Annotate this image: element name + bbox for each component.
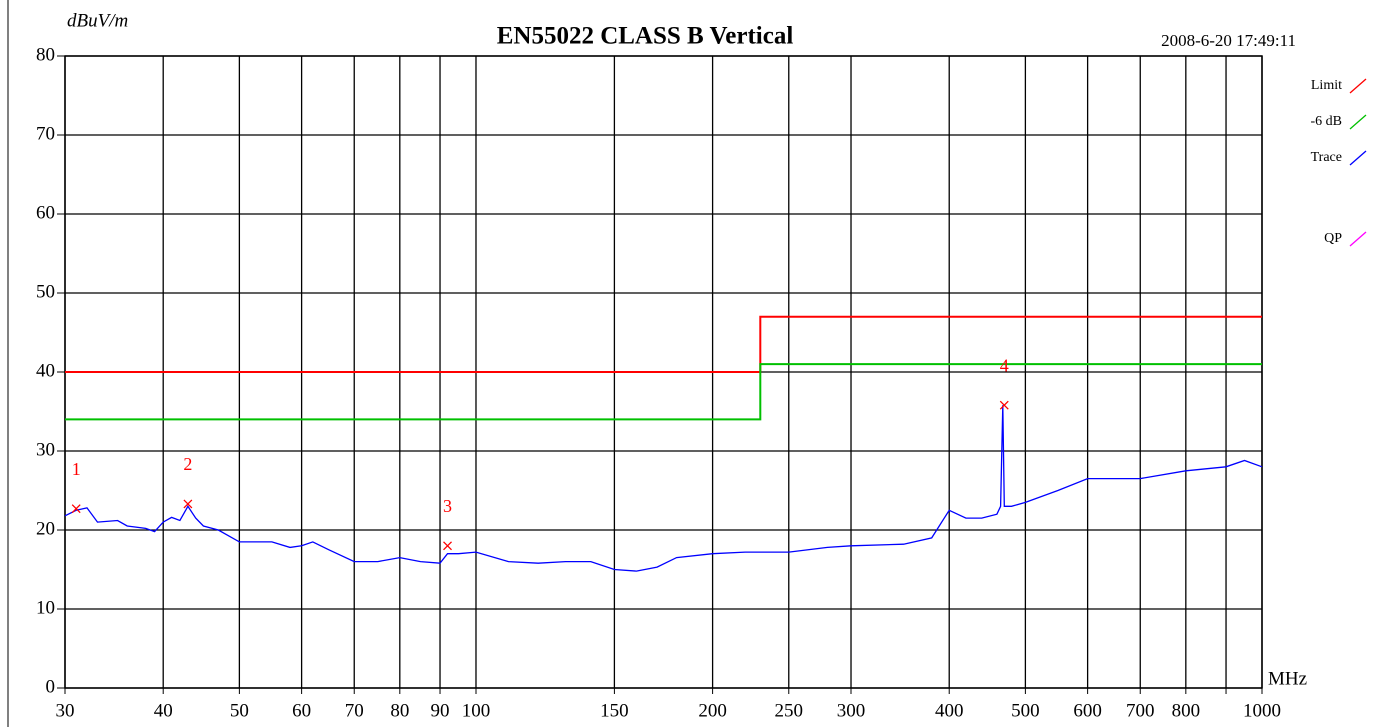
y-tick-label: 20 — [36, 518, 55, 539]
y-tick-label: 70 — [36, 123, 55, 144]
x-tick-label: 50 — [230, 700, 249, 721]
x-tick-label: 1000 — [1243, 700, 1281, 721]
x-axis-label: MHz — [1268, 668, 1307, 689]
x-tick-label: 500 — [1011, 700, 1040, 721]
x-tick-label: 200 — [698, 700, 727, 721]
x-tick-label: 800 — [1172, 700, 1201, 721]
x-tick-label: 90 — [431, 700, 450, 721]
x-tick-label: 70 — [345, 700, 364, 721]
marker-label: 2 — [183, 454, 192, 474]
y-tick-label: 60 — [36, 202, 55, 223]
series-line — [65, 363, 1262, 421]
timestamp: 2008-6-20 17:49:11 — [1161, 31, 1296, 50]
y-tick-label: 30 — [36, 439, 55, 460]
x-tick-label: 150 — [600, 700, 629, 721]
legend-label: QP — [1324, 231, 1342, 246]
x-tick-label: 30 — [56, 700, 75, 721]
marker — [443, 541, 452, 551]
marker-label: 3 — [443, 496, 452, 516]
legend-swatch — [1349, 231, 1367, 247]
marker-label: 4 — [1000, 355, 1009, 375]
legend-swatch — [1349, 150, 1367, 166]
x-tick-label: 400 — [935, 700, 964, 721]
chart-title: EN55022 CLASS B Vertical — [497, 23, 794, 50]
y-tick-label: 0 — [46, 676, 56, 697]
y-tick-label: 50 — [36, 281, 55, 302]
legend-label: Trace — [1311, 150, 1342, 165]
y-axis-label: dBuV/m — [67, 10, 128, 31]
marker — [999, 400, 1009, 410]
x-tick-label: 80 — [390, 700, 409, 721]
x-tick-label: 600 — [1073, 700, 1102, 721]
x-tick-label: 100 — [462, 700, 491, 721]
marker — [71, 504, 81, 514]
marker-label: 1 — [72, 459, 81, 479]
x-tick-label: 700 — [1126, 700, 1155, 721]
series-line — [64, 405, 1263, 572]
marker — [183, 499, 193, 509]
legend-swatch — [1349, 78, 1367, 94]
x-tick-label: 250 — [775, 700, 804, 721]
y-tick-label: 10 — [36, 597, 55, 618]
legend-label: -6 dB — [1311, 114, 1343, 129]
y-tick-label: 40 — [36, 360, 55, 381]
series-line — [65, 315, 1262, 373]
legend-label: Limit — [1311, 78, 1342, 93]
x-tick-label: 60 — [292, 700, 311, 721]
y-tick-label: 80 — [36, 44, 55, 65]
x-tick-label: 300 — [837, 700, 866, 721]
x-tick-label: 40 — [154, 700, 173, 721]
legend-swatch — [1349, 114, 1367, 130]
